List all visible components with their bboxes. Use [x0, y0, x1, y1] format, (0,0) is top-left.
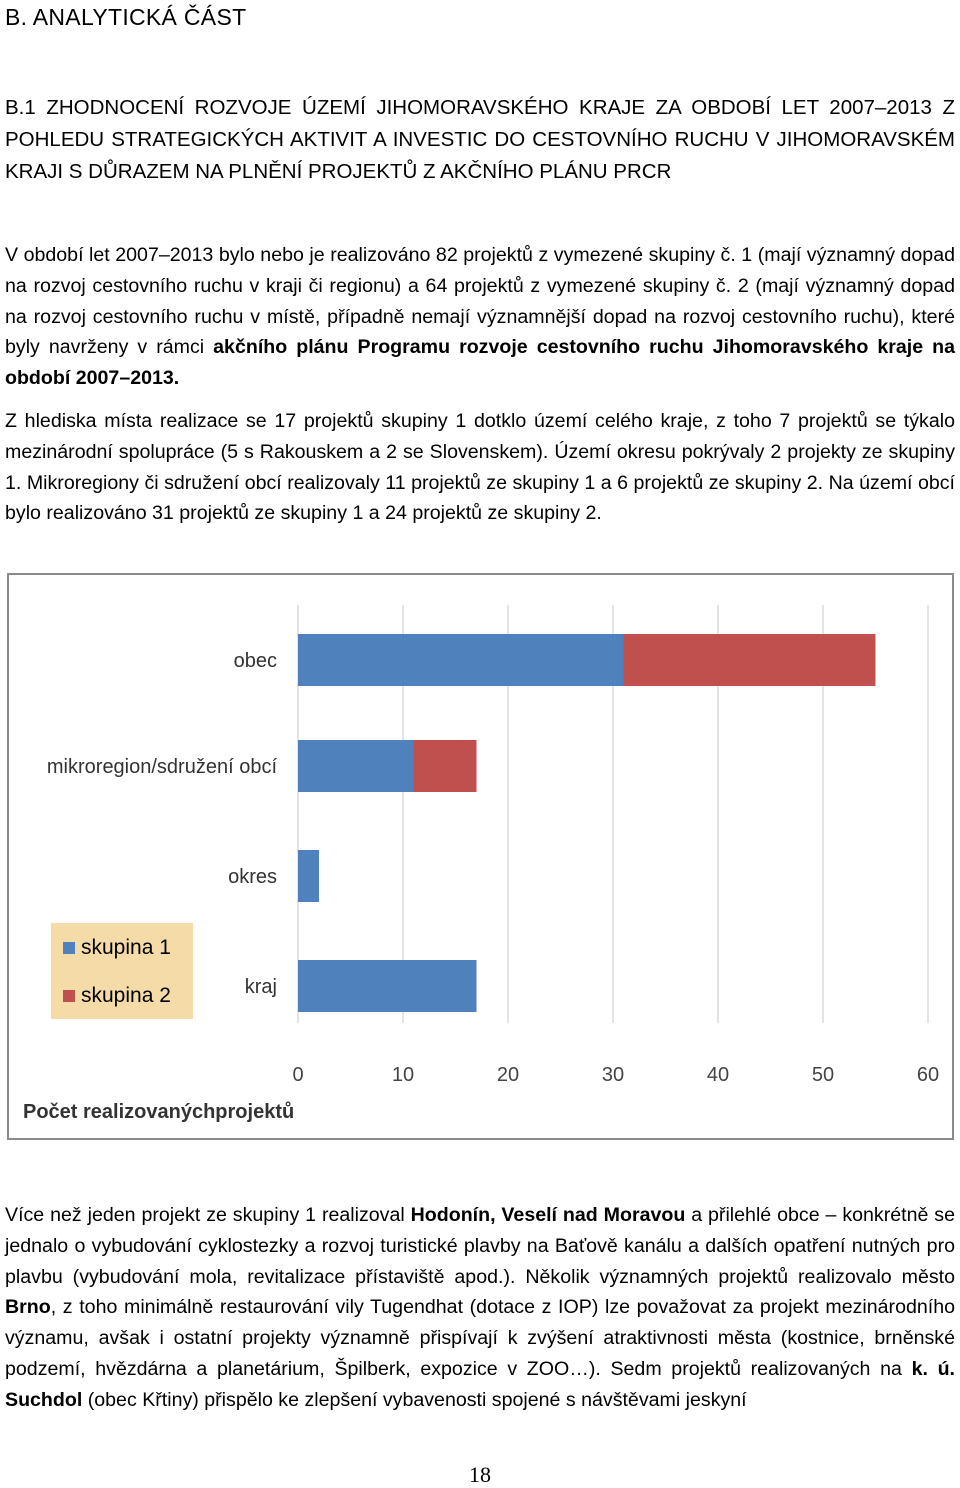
section-heading: B.1 ZHODNOCENÍ ROZVOJE ÚZEMÍ JIHOMORAVSK…: [5, 96, 955, 183]
paragraph-text: V období let 2007–2013 bylo nebo je real…: [5, 244, 955, 359]
x-tick-label: 30: [602, 1064, 624, 1086]
x-tick-label: 10: [392, 1064, 414, 1086]
paragraph-projects-overview: V období let 2007–2013 bylo nebo je real…: [5, 240, 955, 394]
bar-segment-skupina-1: [298, 740, 414, 792]
bar-segment-skupina-1: [298, 960, 477, 1012]
stacked-bar-chart: obec mikroregion/sdružení obcí okres kraj 0…: [23, 605, 939, 1123]
bar-segment-skupina-1: [298, 634, 624, 686]
page-heading: B. ANALYTICKÁ ČÁST: [5, 4, 247, 30]
legend-swatch-skupina-1: [63, 942, 75, 954]
category-label: obec: [234, 650, 277, 672]
paragraph-bold-text: Brno: [5, 1296, 51, 1319]
legend-label: skupina 2: [81, 984, 171, 1007]
bar-segment-skupina-1: [298, 850, 319, 902]
chart-legend: skupina 1 skupina 2: [51, 923, 193, 1019]
paragraph-text: Více než jeden projekt ze skupiny 1 real…: [5, 1204, 411, 1226]
paragraph-projects-detail: Více než jeden projekt ze skupiny 1 real…: [5, 1200, 955, 1416]
chart-container: obec mikroregion/sdružení obcí okres kraj 0…: [7, 573, 954, 1140]
page-number: 18: [469, 1462, 491, 1487]
legend-item-skupina-1: skupina 1: [63, 933, 171, 963]
paragraph-bold-text: akčního plánu Programu rozvoje cestovníh…: [5, 336, 955, 390]
x-tick-label: 50: [812, 1064, 834, 1086]
x-tick-label: 60: [917, 1064, 939, 1086]
paragraph-text: (obec Křtiny) přispělo ke zlepšení vybav…: [82, 1388, 747, 1411]
bar-segment-skupina-2: [623, 634, 876, 686]
x-tick-label: 0: [292, 1064, 303, 1086]
paragraph-location: Z hlediska místa realizace se 17 projekt…: [5, 410, 955, 525]
legend-item-skupina-2: skupina 2: [63, 981, 171, 1011]
paragraph-bold-text: Hodonín, Veselí nad Moravou: [410, 1204, 686, 1226]
x-axis-label: Počet realizovanýchprojektů: [23, 1101, 294, 1123]
category-label: okres: [228, 866, 277, 888]
paragraph-text: a přilehlé obce – konkrétně se jednalo o…: [5, 1204, 955, 1288]
category-label: kraj: [245, 976, 277, 998]
paragraph-bold-text: k. ú. Suchdol: [5, 1357, 955, 1411]
bar-segment-skupina-2: [413, 740, 477, 792]
x-tick-label: 40: [707, 1064, 729, 1086]
legend-label: skupina 1: [81, 936, 171, 959]
x-tick-label: 20: [497, 1064, 519, 1086]
category-label: mikroregion/sdružení obcí: [47, 756, 278, 778]
paragraph-text: , z toho minimálně restaurování vily Tug…: [5, 1296, 955, 1380]
legend-swatch-skupina-2: [63, 990, 75, 1002]
